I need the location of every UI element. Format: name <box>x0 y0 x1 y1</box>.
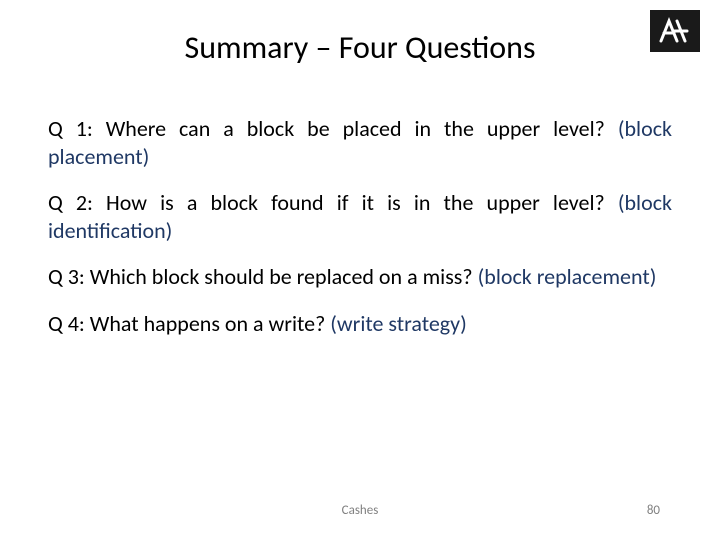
footer-label: Cashes <box>342 503 379 518</box>
question-item: Q 1: Where can a block be placed in the … <box>48 115 672 170</box>
question-text: Which block should be replaced on a miss… <box>90 263 478 290</box>
page-number: 80 <box>647 503 660 518</box>
question-text: What happens on a write? <box>90 310 330 337</box>
question-text: How is a block found if it is in the upp… <box>106 189 618 216</box>
question-highlight: (write strategy) <box>330 310 467 337</box>
question-list: Q 1: Where can a block be placed in the … <box>48 115 672 337</box>
question-item: Q 2: How is a block found if it is in th… <box>48 189 672 244</box>
question-item: Q 3: Which block should be replaced on a… <box>48 263 672 291</box>
question-prefix: Q 2: <box>48 189 106 216</box>
question-prefix: Q 1: <box>48 115 106 142</box>
question-prefix: Q 4: <box>48 310 90 337</box>
technion-logo-icon <box>650 10 700 52</box>
question-highlight: (block replacement) <box>478 263 657 290</box>
question-prefix: Q 3: <box>48 263 90 290</box>
question-text: Where can a block be placed in the upper… <box>106 115 618 142</box>
slide-title: Summary – Four Questions <box>48 28 672 67</box>
question-item: Q 4: What happens on a write? (write str… <box>48 310 672 338</box>
slide-footer: Cashes 80 <box>0 503 720 518</box>
slide-container: Summary – Four Questions Q 1: Where can … <box>0 0 720 540</box>
